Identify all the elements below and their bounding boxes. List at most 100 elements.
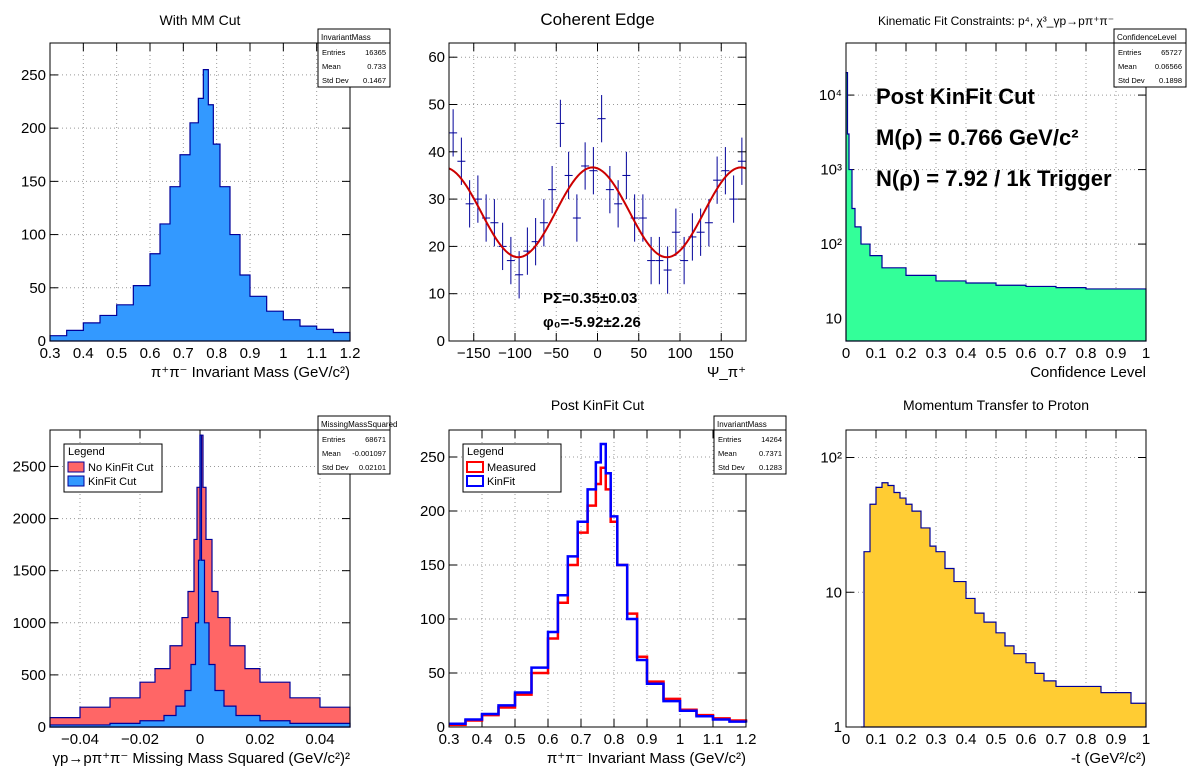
x-tick-label: 0.6 <box>538 731 559 748</box>
x-tick-label: 0.6 <box>1016 345 1037 362</box>
x-axis-label: γp→pπ⁺π⁻ Missing Mass Squared (GeV/c²)² <box>53 750 350 767</box>
x-tick-label: 0.7 <box>173 345 194 362</box>
legend-swatch <box>67 461 85 473</box>
x-tick-label: 0.7 <box>1046 731 1067 748</box>
legend-swatch <box>67 475 85 487</box>
stats-key: Entries <box>322 48 346 57</box>
legend-label: Measured <box>487 462 536 474</box>
x-tick-label: 150 <box>709 345 734 362</box>
stats-key: Entries <box>718 435 742 444</box>
x-tick-label: 1.1 <box>306 345 327 362</box>
chart-annotation: N(ρ) = 7.92 / 1k Trigger <box>876 166 1112 191</box>
x-tick-label: 0.5 <box>986 345 1007 362</box>
histogram-bars <box>49 434 351 728</box>
stats-value: 14264 <box>761 435 782 444</box>
plot-frame <box>845 42 1147 342</box>
x-tick-label: 0.2 <box>896 731 917 748</box>
plot-frame <box>448 429 747 728</box>
stats-key: Mean <box>718 449 737 458</box>
stats-value: 0.7371 <box>759 449 782 458</box>
x-tick-label: 0.5 <box>106 345 127 362</box>
y-tick-label: 20 <box>428 238 445 255</box>
legend-title: Legend <box>467 446 504 458</box>
x-tick-label: 1 <box>1142 345 1150 362</box>
y-tick-label: 50 <box>29 280 46 297</box>
stats-value: -0.001097 <box>352 449 386 458</box>
x-tick-label: 0.02 <box>245 731 274 748</box>
x-axis-label: Confidence Level <box>1030 364 1146 381</box>
y-tick-label: 200 <box>420 503 445 520</box>
histogram-bars <box>861 482 1147 728</box>
chart-panel-6: 0 0.1 0.2 0.3 0.4 0.5 0.6 0.7 0.8 0.9 1 1 10 10² Momen… <box>820 397 1150 767</box>
x-tick-label: 0.8 <box>206 345 227 362</box>
legend-swatch <box>466 461 484 473</box>
x-tick-label: 1 <box>1142 731 1150 748</box>
stats-name: InvariantMass <box>717 420 767 429</box>
stats-box <box>1113 28 1187 88</box>
x-tick-label: 0.8 <box>1076 731 1097 748</box>
x-tick-label: 0.1 <box>866 731 887 748</box>
x-tick-label: 0.7 <box>571 731 592 748</box>
stats-name: ConfidenceLevel <box>1117 33 1177 42</box>
x-tick-label: 0.3 <box>439 731 460 748</box>
x-tick-label: 0.4 <box>956 731 977 748</box>
legend-label: KinFit Cut <box>88 476 136 488</box>
y-tick-label: 1 <box>834 719 842 736</box>
y-tick-label: 0 <box>38 719 46 736</box>
plot-frame <box>845 429 1147 728</box>
stats-value: 0.733 <box>367 62 386 71</box>
y-tick-label: 10 <box>825 311 842 328</box>
y-tick-label: 50 <box>428 96 445 113</box>
chart-annotation: Post KinFit Cut <box>876 84 1036 109</box>
x-axis-label: -t (GeV²/c²) <box>1071 750 1146 767</box>
fit-annotation: φ₀=-5.92±2.26 <box>543 314 641 331</box>
x-tick-label: 1.2 <box>736 731 757 748</box>
x-tick-label: −0.02 <box>121 731 159 748</box>
y-tick-label: 100 <box>21 227 46 244</box>
x-axis-label: Ψ_π⁺ <box>707 364 746 381</box>
x-tick-label: 0.9 <box>1106 731 1127 748</box>
legend-box <box>462 443 562 493</box>
chart-panel-4: −0.04 −0.02 0 0.02 0.04 0 500 1000 1500 2000 2500 γ… <box>13 415 397 767</box>
plot-frame <box>49 42 351 342</box>
chart-panel-5: 0.3 0.4 0.5 0.6 0.7 0.8 0.9 1 1.1 1.2 0 50 100 150 200… <box>420 397 787 767</box>
fit-curve <box>448 166 747 259</box>
x-tick-label: 0.9 <box>240 345 261 362</box>
x-tick-label: 1.1 <box>703 731 724 748</box>
stats-key: Entries <box>322 435 346 444</box>
x-tick-label: −0.04 <box>61 731 99 748</box>
stats-box <box>317 415 391 475</box>
y-tick-label: 30 <box>428 191 445 208</box>
x-tick-label: 0.04 <box>305 731 334 748</box>
x-tick-label: 100 <box>667 345 692 362</box>
x-tick-label: −50 <box>544 345 569 362</box>
stats-value: 0.06566 <box>1155 62 1182 71</box>
stats-name: MissingMassSquared <box>321 420 397 429</box>
stats-key: Entries <box>1118 48 1142 57</box>
y-tick-label: 0 <box>437 333 445 350</box>
x-tick-label: 0 <box>196 731 204 748</box>
y-tick-label: 1000 <box>13 615 46 632</box>
x-tick-label: 0 <box>593 345 601 362</box>
stats-value: 0.1898 <box>1159 76 1182 85</box>
chart-title: Post KinFit Cut <box>551 397 644 413</box>
x-tick-label: 0.3 <box>926 345 947 362</box>
chart-title: Kinematic Fit Constraints: p⁴, χ³_γp→pπ⁺… <box>878 14 1114 28</box>
stats-key: Mean <box>1118 62 1137 71</box>
y-tick-label: 2500 <box>13 458 46 475</box>
chart-annotation: M(ρ) = 0.766 GeV/c² <box>876 125 1079 150</box>
x-tick-label: 0.7 <box>1046 345 1067 362</box>
stats-key: Std Dev <box>322 76 349 85</box>
x-tick-label: 0.3 <box>40 345 61 362</box>
plot-frame <box>49 429 351 728</box>
histogram-bars <box>49 69 351 342</box>
y-tick-label: 10 <box>428 286 445 303</box>
histogram-line <box>449 466 748 727</box>
chart-panel-3: 0 0.1 0.2 0.3 0.4 0.5 0.6 0.7 0.8 0.9 1 10 10² 10³ 10⁴… <box>819 14 1187 381</box>
x-tick-label: 0.9 <box>1106 345 1127 362</box>
y-tick-label: 500 <box>21 667 46 684</box>
x-tick-label: 0.4 <box>956 345 977 362</box>
x-tick-label: 0.5 <box>986 731 1007 748</box>
y-tick-label: 10⁴ <box>819 87 842 104</box>
